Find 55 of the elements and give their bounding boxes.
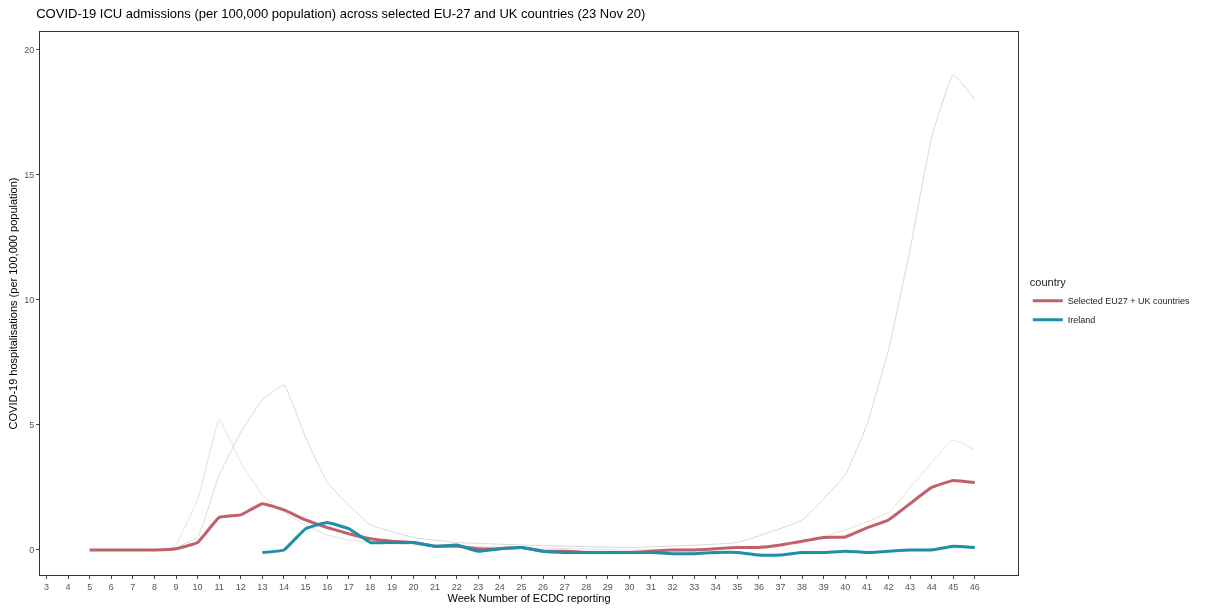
- x-tick-label: 11: [214, 581, 224, 592]
- legend-label: Selected EU27 + UK countries: [1067, 296, 1191, 307]
- x-tick-label: 34: [710, 581, 721, 592]
- x-tick-label: 19: [386, 581, 397, 592]
- legend-label: Ireland: [1067, 315, 1096, 326]
- x-tick-label: 24: [494, 581, 505, 592]
- x-tick-label: 32: [667, 581, 678, 592]
- y-tick-label: 5: [29, 420, 35, 431]
- x-axis-title: Week Number of ECDC reporting: [447, 591, 611, 604]
- y-axis-title: COVID-19 hospitalisations (per 100,000 population): [6, 177, 19, 430]
- x-tick-label: 7: [130, 581, 136, 592]
- x-tick-label: 33: [689, 581, 700, 592]
- x-tick-label: 27: [559, 581, 570, 592]
- x-tick-label: 6: [108, 581, 114, 592]
- x-tick-label: 13: [257, 581, 268, 592]
- x-tick-label: 23: [473, 581, 484, 592]
- y-tick-label: 10: [24, 294, 35, 305]
- chart-title: COVID-19 ICU admissions (per 100,000 population) across selected EU-27 and UK countries (23 Nov 20): [36, 6, 646, 22]
- x-tick-label: 21: [430, 581, 441, 592]
- x-tick-label: 39: [818, 581, 829, 592]
- x-tick-label: 4: [65, 581, 71, 592]
- y-tick-label: 15: [24, 169, 35, 180]
- x-tick-label: 20: [408, 581, 419, 592]
- x-tick-label: 16: [322, 581, 333, 592]
- x-tick-label: 25: [516, 581, 527, 592]
- x-tick-label: 29: [602, 581, 613, 592]
- x-tick-label: 15: [300, 581, 311, 592]
- x-tick-label: 38: [797, 581, 808, 592]
- x-tick-label: 36: [753, 581, 764, 592]
- x-tick-label: 40: [840, 581, 851, 592]
- x-tick-label: 43: [905, 581, 916, 592]
- x-tick-label: 42: [883, 581, 894, 592]
- legend-title: country: [1029, 276, 1067, 289]
- x-tick-label: 10: [192, 581, 203, 592]
- x-tick-label: 3: [43, 581, 49, 592]
- x-tick-label: 12: [235, 581, 246, 592]
- x-tick-label: 22: [451, 581, 462, 592]
- y-tick-label: 20: [24, 44, 35, 55]
- x-tick-label: 5: [87, 581, 93, 592]
- x-tick-label: 44: [926, 581, 937, 592]
- x-tick-label: 46: [969, 581, 980, 592]
- x-tick-label: 35: [732, 581, 743, 592]
- x-tick-label: 31: [645, 581, 656, 592]
- x-tick-label: 26: [538, 581, 549, 592]
- x-tick-label: 14: [278, 581, 289, 592]
- x-tick-label: 17: [343, 581, 354, 592]
- x-tick-label: 28: [581, 581, 592, 592]
- x-tick-label: 37: [775, 581, 786, 592]
- x-tick-label: 18: [365, 581, 376, 592]
- x-tick-label: 9: [173, 581, 179, 592]
- x-tick-label: 41: [861, 581, 872, 592]
- y-tick-label: 0: [29, 545, 35, 556]
- x-tick-label: 8: [151, 581, 157, 592]
- x-tick-label: 45: [948, 581, 959, 592]
- x-tick-label: 30: [624, 581, 635, 592]
